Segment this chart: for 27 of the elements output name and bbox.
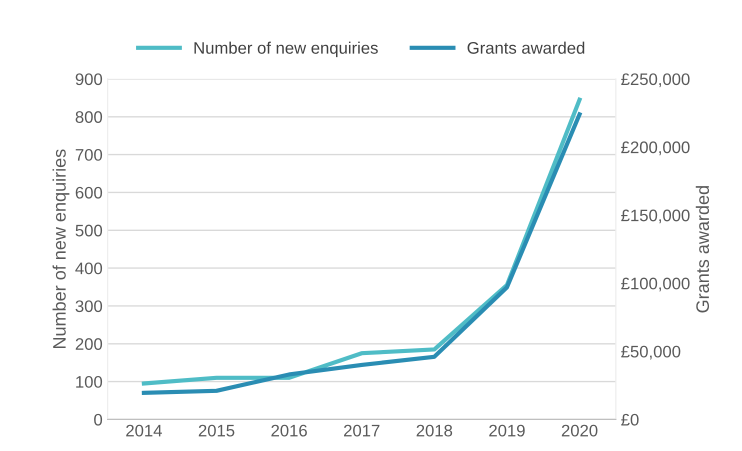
x-tick-label: 2017 — [344, 424, 380, 437]
x-tick-label: 2014 — [126, 424, 162, 437]
y2-tick-label: £100,000 — [621, 278, 690, 292]
y-tick-label: 200 — [76, 338, 102, 350]
x-tick-label: 2020 — [562, 424, 598, 437]
y2-tick-label: £0 — [621, 414, 639, 426]
legend-label: Number of new enquiries — [194, 42, 378, 58]
y2-tick-label: £200,000 — [621, 141, 690, 156]
y-tick-label: 900 — [76, 73, 102, 86]
y2-tick-label: £150,000 — [621, 210, 690, 224]
y-tick-label: 800 — [76, 111, 102, 123]
y2-axis-title: Grants awarded — [696, 186, 710, 312]
x-tick-label: 2019 — [489, 424, 525, 437]
legend-label: Grants awarded — [468, 42, 584, 54]
x-tick-label: 2015 — [198, 424, 234, 437]
y2-tick-label: £50,000 — [621, 346, 680, 360]
y-tick-label: 400 — [75, 262, 102, 274]
x-tick-label: 2018 — [416, 424, 452, 437]
y-tick-label: 600 — [76, 186, 102, 199]
y-tick-label: 0 — [94, 414, 102, 426]
y-tick-label: 500 — [76, 224, 102, 236]
y-tick-label: 700 — [76, 148, 102, 161]
x-tick-label: 2016 — [271, 424, 307, 437]
y-tick-label: 100 — [76, 376, 102, 388]
y-tick-label: 300 — [76, 300, 102, 312]
y2-tick-label: £250,000 — [621, 73, 690, 88]
y-axis-title: Number of new enquiries — [52, 149, 70, 348]
